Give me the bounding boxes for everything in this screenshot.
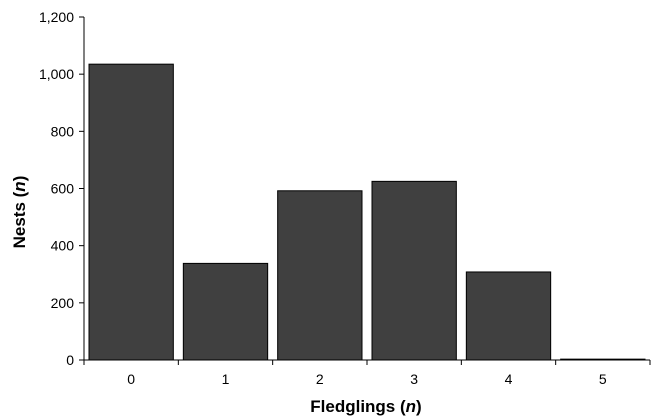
x-tick-label: 3 [410,371,418,387]
x-tick-label: 5 [599,371,607,387]
y-tick-label: 1,200 [39,9,74,25]
bar-0 [88,63,174,361]
x-ticks-group: 0 1 2 3 4 5 [83,360,651,387]
y-axis-title-text: Nests [10,202,29,248]
bar-2 [277,190,363,361]
bar-4 [465,271,552,361]
bars-group [88,63,646,361]
y-tick-label: 600 [51,181,75,197]
y-tick-label: 0 [66,352,74,368]
x-tick-label: 4 [505,371,513,387]
y-tick-label: 1,000 [39,66,74,82]
x-axis-title-text: Fledglings [310,397,395,416]
x-tick-label: 1 [222,371,230,387]
y-ticks-group: 0 200 400 600 800 1,000 1,200 [39,9,84,368]
bar-3 [371,180,457,361]
y-axis-title-variable: n [10,181,29,191]
bar-1 [182,262,269,361]
x-axis-title: Fledglings (n) [310,397,421,416]
y-tick-label: 400 [51,238,75,254]
x-tick-label: 2 [316,371,324,387]
x-axis-title-variable: n [406,397,416,416]
y-tick-label: 800 [51,123,75,139]
x-tick-label: 0 [127,371,135,387]
y-tick-label: 200 [51,295,75,311]
y-axis-title: Nests (n) [10,176,29,249]
